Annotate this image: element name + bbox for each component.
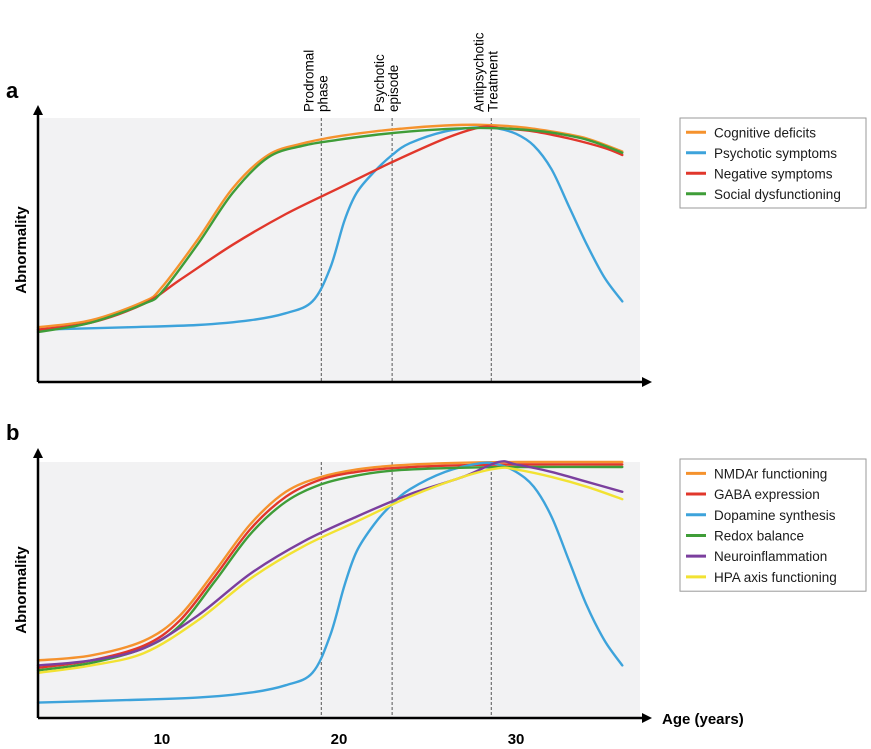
phase-label-prodromal-2: phase: [315, 75, 330, 112]
legend-label: Cognitive deficits: [714, 125, 816, 140]
series-line-nmdar-functioning: [36, 460, 624, 662]
legend-box: [679, 458, 867, 592]
panel-letter: a: [6, 78, 19, 103]
legend-label: Psychotic symptoms: [714, 146, 837, 161]
phase-label-psychotic-2: episode: [386, 65, 401, 112]
legend: Cognitive deficits Psychotic symptoms Nega…: [679, 117, 867, 209]
panel-letter: b: [6, 420, 19, 445]
y-axis-arrow: [33, 105, 43, 115]
y-axis-label: Abnormality: [13, 546, 30, 634]
legend-label: Dopamine synthesis: [714, 508, 836, 523]
legend-label: Negative symptoms: [714, 166, 833, 181]
legend-label: HPA axis functioning: [714, 570, 837, 585]
plot-background: [38, 118, 640, 382]
legend-label: Redox balance: [714, 528, 804, 543]
series-line-psychotic-symptoms: [36, 125, 624, 331]
plot-background: [38, 462, 640, 718]
x-axis-label: Age (years): [662, 711, 744, 728]
panel-b: b Abnormality 10 20 30 Age (years) NMDAr funct…: [6, 420, 867, 748]
x-axis-arrow: [642, 713, 652, 723]
y-axis-arrow: [33, 448, 43, 458]
panel-a: a Abnormality Prodromal phase Psychotic episo…: [6, 32, 867, 387]
legend-label: Neuroinflammation: [714, 549, 827, 564]
legend-label: Social dysfunctioning: [714, 187, 841, 202]
series-line-cognitive-deficits: [36, 123, 624, 329]
x-tick-label: 20: [331, 731, 348, 748]
legend-label: GABA expression: [714, 487, 820, 502]
x-axis-arrow: [642, 377, 652, 387]
series-line-social-dysfunctioning: [36, 126, 624, 334]
x-tick-label: 10: [154, 731, 171, 748]
legend: NMDAr functioning GABA expression Dopamine…: [679, 458, 867, 592]
x-tick-label: 30: [508, 731, 525, 748]
phase-label-antipsychotic-1: Antipsychotic: [471, 32, 486, 112]
phase-label-psychotic-1: Psychotic: [372, 54, 387, 112]
series-line-neuroinflammation: [36, 460, 624, 667]
phase-label-antipsychotic-2: Treatment: [485, 51, 500, 112]
phase-label-prodromal-1: Prodromal: [301, 50, 316, 112]
y-axis-label: Abnormality: [13, 206, 30, 294]
legend-label: NMDAr functioning: [714, 466, 827, 481]
series-line-hpa-axis-functioning: [36, 466, 624, 674]
legend-box: [679, 117, 867, 209]
series-line-gaba-expression: [36, 463, 624, 669]
